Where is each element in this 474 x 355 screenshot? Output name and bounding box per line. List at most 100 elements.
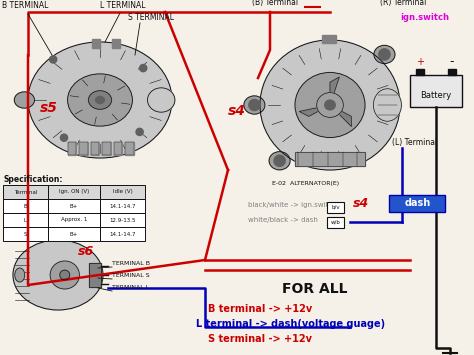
- Text: B TERMINAL: B TERMINAL: [2, 1, 48, 10]
- Bar: [48, 213, 100, 227]
- Ellipse shape: [96, 97, 104, 103]
- Bar: [48, 199, 100, 213]
- Bar: [92, 39, 100, 48]
- Bar: [410, 75, 462, 107]
- Bar: [3, 185, 48, 199]
- Text: 12.9-13.5: 12.9-13.5: [109, 218, 136, 223]
- Ellipse shape: [317, 93, 343, 118]
- Bar: [125, 142, 134, 154]
- Text: B+: B+: [70, 231, 78, 236]
- Bar: [91, 142, 99, 154]
- Ellipse shape: [244, 96, 265, 114]
- Circle shape: [60, 134, 68, 141]
- Text: s5: s5: [40, 101, 58, 115]
- FancyBboxPatch shape: [328, 202, 345, 213]
- Bar: [48, 185, 100, 199]
- Text: (L) Terminal: (L) Terminal: [392, 138, 437, 147]
- Bar: [102, 142, 111, 154]
- Polygon shape: [330, 77, 339, 105]
- Text: FOR ALL: FOR ALL: [282, 282, 347, 296]
- Bar: [3, 199, 48, 213]
- Polygon shape: [299, 105, 330, 116]
- Text: B terminal -> +12v: B terminal -> +12v: [208, 304, 312, 314]
- Circle shape: [379, 49, 390, 60]
- Text: TERMINAL L: TERMINAL L: [112, 285, 149, 290]
- Bar: [91, 142, 99, 154]
- Bar: [68, 142, 76, 154]
- Text: S: S: [24, 231, 27, 236]
- Bar: [3, 227, 48, 241]
- Circle shape: [50, 56, 57, 63]
- Text: S terminal -> +12v: S terminal -> +12v: [208, 334, 312, 344]
- Bar: [112, 39, 120, 48]
- Bar: [68, 142, 76, 154]
- Text: Specification:: Specification:: [4, 175, 64, 184]
- Circle shape: [140, 65, 147, 72]
- Text: TERMINAL B: TERMINAL B: [112, 261, 150, 266]
- Text: Ign. ON (V): Ign. ON (V): [59, 190, 89, 195]
- Text: ign.switch: ign.switch: [400, 13, 449, 22]
- Ellipse shape: [13, 240, 103, 310]
- Bar: [102, 142, 111, 154]
- Bar: [79, 142, 88, 154]
- Text: B: B: [24, 203, 27, 208]
- Bar: [114, 142, 122, 154]
- Text: L terminal -> dash(voltage guage): L terminal -> dash(voltage guage): [196, 319, 385, 329]
- Text: dash: dash: [404, 198, 430, 208]
- Text: 14.1-14.7: 14.1-14.7: [109, 231, 136, 236]
- Text: Approx. 1: Approx. 1: [61, 218, 87, 223]
- Circle shape: [249, 99, 260, 111]
- FancyBboxPatch shape: [328, 217, 345, 228]
- Bar: [114, 142, 122, 154]
- Bar: [100, 213, 145, 227]
- Ellipse shape: [28, 42, 172, 158]
- Text: s4: s4: [228, 104, 246, 118]
- Text: B+: B+: [70, 203, 78, 208]
- Bar: [416, 69, 424, 75]
- Text: E-02  ALTERNATOR(E): E-02 ALTERNATOR(E): [272, 181, 339, 186]
- Ellipse shape: [325, 100, 335, 110]
- Ellipse shape: [50, 261, 79, 289]
- Text: (R) Terminal: (R) Terminal: [380, 0, 427, 7]
- Bar: [79, 142, 88, 154]
- Text: w/b: w/b: [331, 219, 341, 224]
- Bar: [448, 69, 456, 75]
- Ellipse shape: [260, 40, 400, 170]
- Bar: [90, 263, 101, 287]
- Ellipse shape: [60, 270, 70, 280]
- Text: -: -: [450, 55, 454, 68]
- Text: Terminal: Terminal: [14, 190, 37, 195]
- Polygon shape: [330, 105, 351, 126]
- Bar: [48, 227, 100, 241]
- Bar: [125, 142, 134, 154]
- Bar: [321, 35, 336, 43]
- Text: s4: s4: [353, 197, 369, 210]
- Text: (B) Terminal: (B) Terminal: [252, 0, 298, 7]
- Ellipse shape: [89, 91, 111, 109]
- Text: white/black -> dash: white/black -> dash: [248, 217, 318, 223]
- Circle shape: [274, 155, 285, 166]
- Text: Battery: Battery: [420, 91, 452, 99]
- Ellipse shape: [374, 45, 395, 64]
- Bar: [100, 199, 145, 213]
- Ellipse shape: [147, 88, 175, 112]
- Bar: [100, 185, 145, 199]
- Ellipse shape: [14, 92, 35, 108]
- Bar: [90, 263, 101, 287]
- Ellipse shape: [68, 74, 132, 126]
- Ellipse shape: [15, 268, 25, 282]
- FancyBboxPatch shape: [390, 195, 446, 212]
- Circle shape: [136, 128, 143, 136]
- Text: black/white -> ign.switch: black/white -> ign.switch: [248, 202, 337, 208]
- Ellipse shape: [269, 152, 290, 170]
- Ellipse shape: [295, 72, 365, 137]
- Bar: [295, 152, 365, 166]
- Text: Idle (V): Idle (V): [113, 190, 132, 195]
- Text: S TERMINAL: S TERMINAL: [128, 13, 174, 22]
- Text: b/v: b/v: [332, 204, 340, 209]
- Text: s6: s6: [78, 245, 94, 258]
- Text: L: L: [24, 218, 27, 223]
- Text: 14.1-14.7: 14.1-14.7: [109, 203, 136, 208]
- Text: +: +: [416, 57, 424, 67]
- Text: L TERMINAL: L TERMINAL: [100, 1, 146, 10]
